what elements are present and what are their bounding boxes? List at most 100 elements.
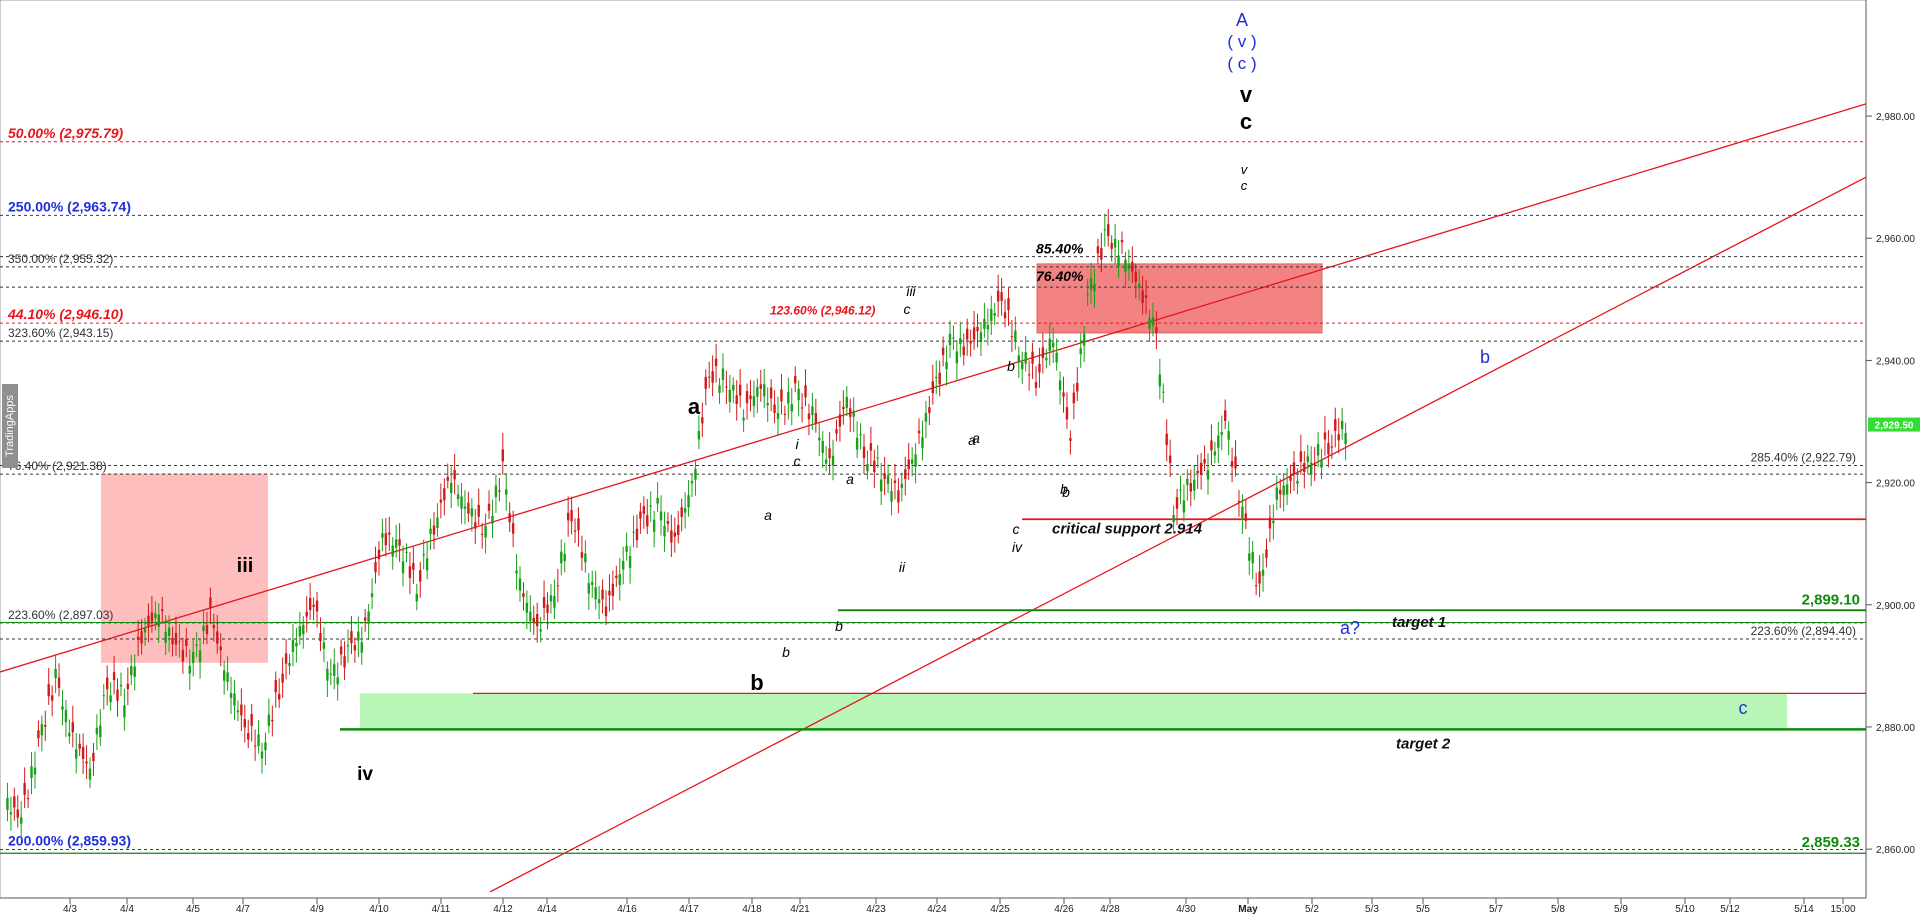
- candle-body: [1010, 336, 1014, 338]
- candle-body: [979, 332, 983, 343]
- candle-body: [635, 528, 639, 541]
- candle-body: [374, 562, 377, 573]
- candle-body: [570, 509, 573, 522]
- candle-body: [419, 570, 422, 582]
- candle-body: [625, 545, 628, 552]
- candle-body: [938, 372, 941, 385]
- candle-body: [257, 734, 260, 747]
- candle-body: [1272, 520, 1275, 524]
- candle-body: [192, 651, 195, 664]
- candle-body: [1254, 585, 1258, 587]
- candle-body: [1086, 294, 1089, 296]
- candle-body: [1261, 569, 1265, 576]
- candle-body: [1320, 459, 1323, 468]
- candle-body: [147, 615, 150, 626]
- y-tick-label: 2,980.00: [1876, 112, 1915, 123]
- candle-body: [315, 600, 319, 612]
- candle-body: [1234, 456, 1237, 469]
- candle-body: [346, 645, 350, 647]
- candle-body: [742, 417, 745, 421]
- candle-body: [112, 672, 116, 681]
- candle-body: [952, 337, 955, 339]
- x-tick-label: 5/10: [1675, 904, 1695, 915]
- candle-body: [714, 358, 718, 366]
- candle-body: [515, 570, 518, 574]
- wave-label: b: [782, 644, 790, 660]
- candle-body: [790, 404, 793, 412]
- candle-body: [1330, 446, 1334, 448]
- x-tick-label: 4/28: [1100, 904, 1120, 915]
- x-tick-label: 5/9: [1614, 904, 1628, 915]
- candle-body: [1058, 380, 1062, 391]
- candle-body: [539, 629, 542, 632]
- candle-body: [632, 531, 635, 533]
- candle-body: [1275, 487, 1278, 500]
- x-tick-label: 4/11: [432, 904, 451, 915]
- candle-body: [721, 368, 725, 380]
- candle-body: [350, 631, 353, 644]
- candle-body: [1172, 514, 1175, 523]
- candle-body: [646, 515, 649, 527]
- candle-body: [102, 695, 105, 697]
- candle-body: [505, 489, 508, 495]
- candle-body: [628, 556, 632, 568]
- candle-body: [253, 745, 257, 747]
- candle-body: [408, 566, 412, 578]
- x-tick-label: 4/14: [537, 904, 557, 915]
- candle-body: [1251, 551, 1254, 564]
- candle-body: [394, 539, 398, 548]
- y-tick-label: 2,880.00: [1876, 723, 1915, 734]
- candle-body: [842, 406, 845, 410]
- candle-body: [439, 499, 443, 503]
- candle-body: [1210, 440, 1213, 451]
- candle-body: [99, 725, 102, 738]
- candle-body: [773, 404, 776, 413]
- candle-body: [766, 402, 769, 406]
- wave-label: ( c ): [1227, 54, 1256, 73]
- candle-body: [701, 417, 704, 424]
- wave-label: v: [1240, 82, 1253, 107]
- x-tick-label: 4/10: [369, 904, 389, 915]
- candle-body: [6, 797, 9, 810]
- candle-body: [322, 642, 326, 649]
- candle-body: [518, 578, 522, 591]
- wave-label: a: [764, 507, 772, 523]
- wave-label: iv: [357, 764, 373, 785]
- candle-body: [216, 631, 219, 644]
- candle-body: [948, 333, 952, 346]
- x-tick-label: 4/30: [1176, 904, 1196, 915]
- candle-body: [487, 503, 491, 511]
- wave-label: c: [1739, 698, 1748, 718]
- candle-body: [1065, 407, 1069, 420]
- candle-body: [171, 637, 174, 645]
- candle-body: [959, 338, 962, 344]
- candle-body: [855, 437, 859, 450]
- candle-body: [1113, 238, 1117, 248]
- fib-label: 50.00% (2,975.79): [8, 125, 124, 141]
- candle-body: [532, 617, 535, 623]
- x-tick-label: 4/23: [866, 904, 886, 915]
- candle-body: [463, 506, 467, 509]
- candle-body: [88, 768, 92, 780]
- candle-body: [1168, 455, 1172, 464]
- candle-body: [1027, 374, 1031, 376]
- candle-body: [536, 614, 539, 627]
- candle-body: [1230, 461, 1234, 467]
- candle-body: [312, 604, 315, 607]
- candle-body: [381, 533, 384, 538]
- candle-body: [563, 553, 566, 561]
- candle-body: [446, 476, 449, 481]
- candle-body: [990, 308, 993, 322]
- candle-body: [1217, 435, 1220, 448]
- candle-body: [591, 581, 594, 585]
- candle-body: [109, 695, 112, 703]
- candle-body: [622, 561, 625, 570]
- last-price-label: 2,929.50: [1875, 421, 1914, 432]
- x-tick-label: 4/16: [617, 904, 637, 915]
- candle-body: [288, 662, 291, 667]
- candle-body: [494, 485, 498, 497]
- candle-body: [1189, 483, 1192, 492]
- candle-body: [329, 673, 332, 675]
